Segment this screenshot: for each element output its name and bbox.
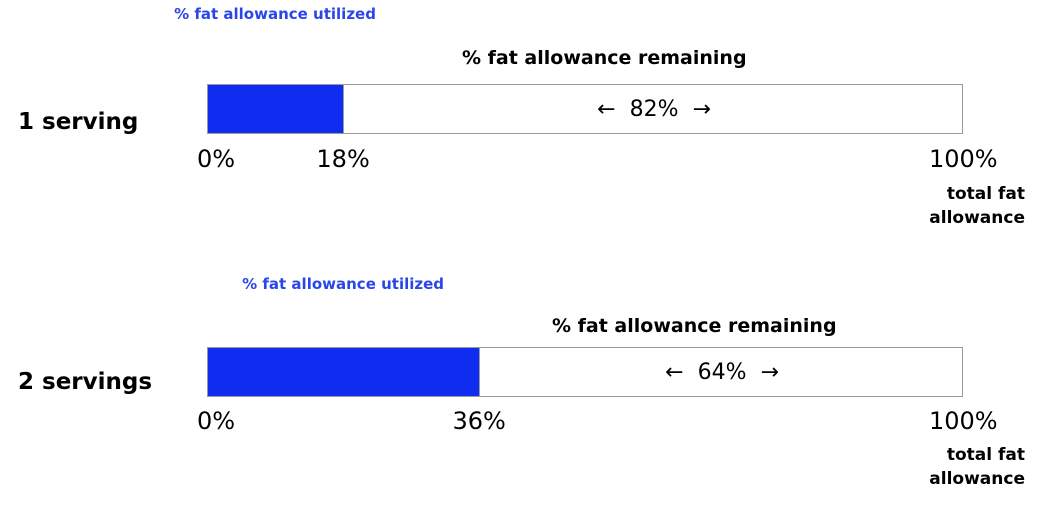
total-label: total fat allowance [929,445,1025,489]
chart-two-servings: 2 servings % fat allowance utilized % fa… [0,266,1041,515]
used-label: % fat allowance utilized [174,5,376,23]
remaining-value: 64% [697,359,747,385]
tick-label-end: 100% [929,145,998,173]
bar-used [208,348,481,396]
remaining-label: % fat allowance remaining [462,47,747,69]
right-arrow-icon: → [692,96,711,122]
bar-used [208,85,345,133]
remaining-label: % fat allowance remaining [552,315,837,337]
total-label: total fat allowance [929,184,1025,228]
remaining-value-group: ← 64% → [480,348,964,396]
used-label: % fat allowance utilized [242,275,445,293]
right-arrow-icon: → [760,359,779,385]
tick-label-used: 36% [452,407,506,435]
tick-label-end: 100% [929,407,998,435]
tick-label-start: 0% [197,407,236,435]
row-label: 2 servings [18,369,153,395]
chart-one-serving: 1 serving % fat allowance utilized % fat… [0,0,1041,249]
bar-track: ← 64% → [207,347,963,397]
tick-label-used: 18% [316,145,370,173]
tick-label-start: 0% [197,145,236,173]
left-arrow-icon: ← [665,359,684,385]
row-label: 1 serving [18,109,139,135]
remaining-value: 82% [629,96,679,122]
left-arrow-icon: ← [597,96,616,122]
remaining-value-group: ← 82% → [344,85,964,133]
bar-track: ← 82% → [207,84,963,134]
